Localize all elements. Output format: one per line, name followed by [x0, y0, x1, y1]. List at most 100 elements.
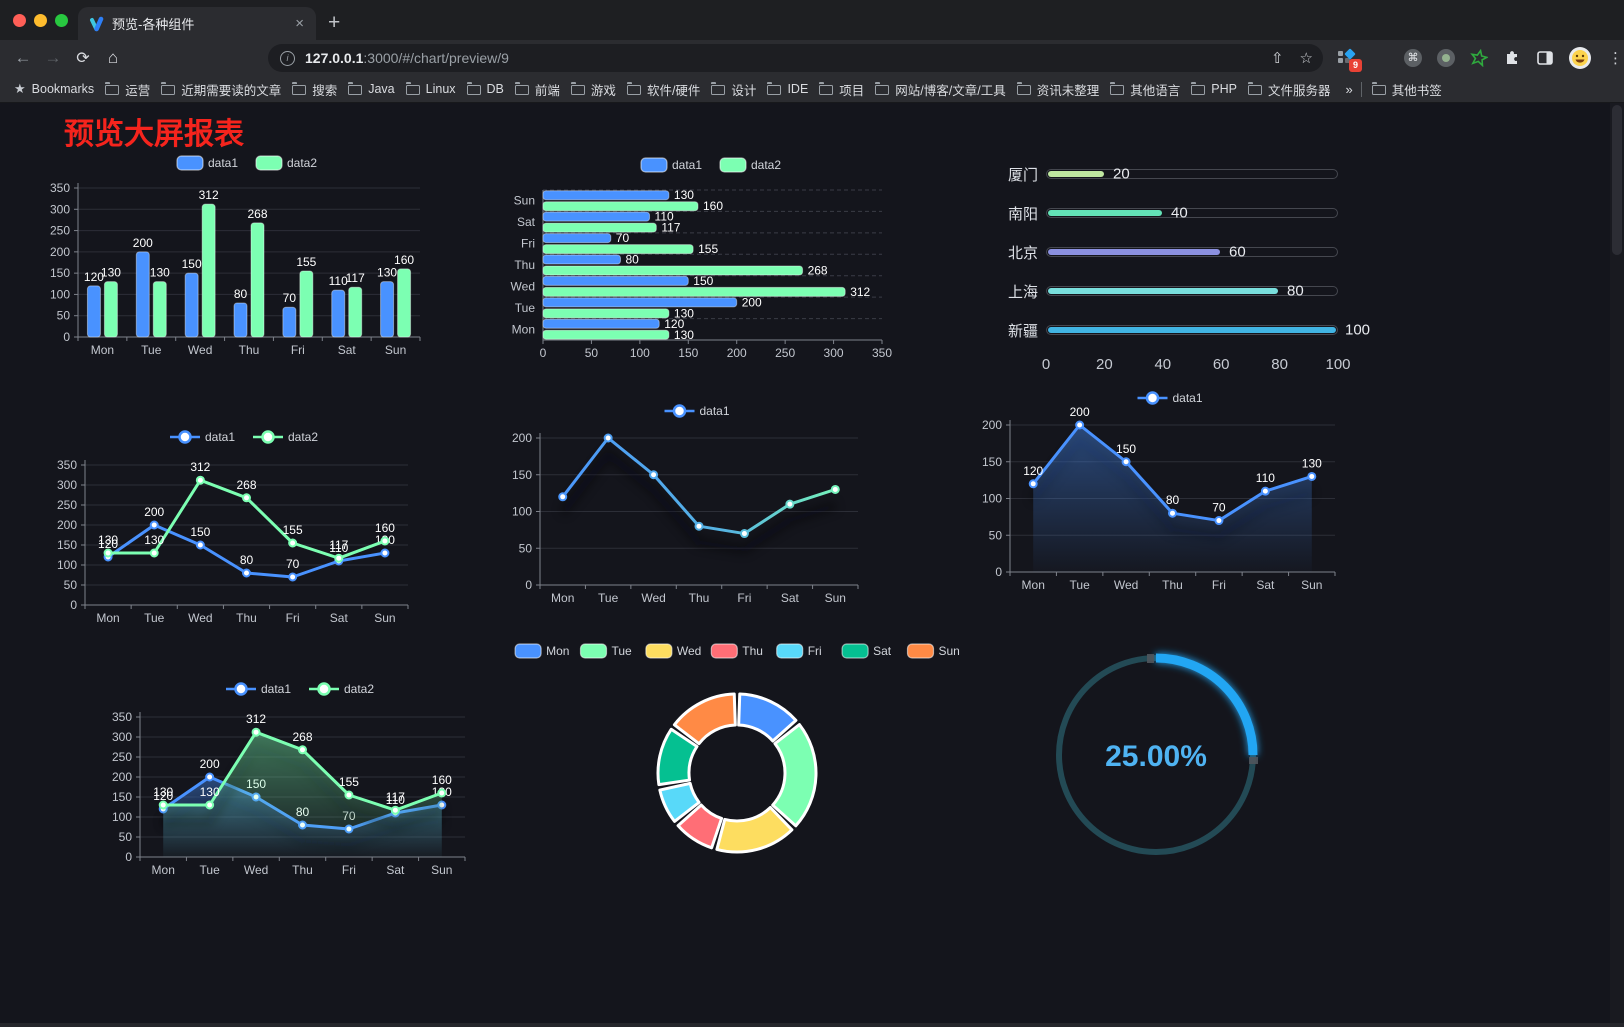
browser-menu-icon[interactable]: ⋮: [1608, 50, 1623, 67]
window-minimize-button[interactable]: [34, 14, 47, 27]
pie-segment-Sat[interactable]: [656, 727, 699, 787]
bar-data2-Sat[interactable]: [348, 286, 363, 338]
data-point-data2-Mon[interactable]: [158, 800, 168, 810]
forward-icon[interactable]: →: [44, 48, 62, 67]
legend-item-data1[interactable]: data1: [664, 404, 730, 418]
hbar-data2-Fri[interactable]: [542, 244, 694, 255]
address-bar[interactable]: i 127.0.0.1:3000/#/chart/preview/9 ⇧ ☆: [268, 44, 1323, 72]
data-point-data1-Fri[interactable]: [739, 529, 749, 539]
page-scrollbar[interactable]: [1610, 103, 1624, 1027]
share-icon[interactable]: ⇧: [1270, 50, 1284, 67]
data-point-data1-Wed[interactable]: [1121, 457, 1131, 467]
hbar-data1-Tue[interactable]: [542, 297, 738, 308]
bar-data2-Tue[interactable]: [152, 281, 167, 338]
hbar-data2-Sat[interactable]: [542, 222, 657, 233]
profile-avatar[interactable]: [1569, 47, 1591, 69]
back-icon[interactable]: ←: [14, 48, 32, 67]
data-point-data2-Wed[interactable]: [195, 475, 205, 485]
data-point-data2-Fri[interactable]: [344, 790, 354, 800]
progress-track[interactable]: 60: [1046, 244, 1338, 261]
bookmark-folder[interactable]: 近期需要读的文章: [161, 80, 281, 99]
data-point-data1-Tue[interactable]: [1075, 420, 1085, 430]
data-point-data2-Sat[interactable]: [390, 805, 400, 815]
hbar-data1-Sun[interactable]: [542, 190, 670, 201]
bookmark-folder[interactable]: PHP: [1191, 82, 1237, 96]
data-point-data1-Sat[interactable]: [785, 499, 795, 509]
data-point-data2-Thu[interactable]: [242, 493, 251, 503]
legend-item-Fri[interactable]: Fri: [776, 643, 822, 659]
data-point-data1-Mon[interactable]: [1028, 479, 1038, 489]
bookmark-folder[interactable]: 资讯未整理: [1016, 80, 1099, 99]
bookmark-folder[interactable]: Java: [348, 82, 395, 96]
bar-data1-Sun[interactable]: [380, 281, 395, 338]
bookmark-folder[interactable]: 运营: [105, 80, 150, 99]
bar-data2-Wed[interactable]: [201, 203, 216, 338]
legend-item-data2[interactable]: data2: [255, 155, 317, 171]
hbar-data2-Sun[interactable]: [542, 201, 699, 212]
gem-extension-icon[interactable]: [1371, 49, 1389, 67]
data-point-data1-Mon[interactable]: [558, 492, 568, 502]
bookmark-folder[interactable]: 其他语言: [1110, 80, 1180, 99]
hbar-data1-Thu[interactable]: [542, 254, 621, 265]
progress-track[interactable]: 80: [1046, 283, 1338, 300]
bookmark-folder[interactable]: 搜索: [292, 80, 337, 99]
hbar-data1-Fri[interactable]: [542, 233, 612, 244]
data-point-data2-Wed[interactable]: [251, 727, 261, 737]
legend-item-data2[interactable]: data2: [253, 430, 318, 444]
bar-data2-Mon[interactable]: [103, 281, 118, 338]
recorder-extension-icon[interactable]: [1437, 49, 1455, 67]
hbar-data1-Mon[interactable]: [542, 318, 660, 329]
pie-segment-Fri[interactable]: [658, 781, 701, 823]
other-bookmarks-folder[interactable]: 其他书签: [1371, 80, 1442, 99]
legend-item-data1[interactable]: data1: [1137, 391, 1203, 405]
legend-item-Wed[interactable]: Wed: [645, 643, 701, 659]
bookmark-folder[interactable]: DB: [466, 82, 504, 96]
data-point-data1-Wed[interactable]: [195, 540, 205, 550]
data-point-data1-Sun[interactable]: [1307, 471, 1317, 481]
hbar-data2-Mon[interactable]: [542, 329, 670, 340]
hbar-data1-Wed[interactable]: [542, 275, 689, 286]
bookmarks-manager[interactable]: ★ Bookmarks: [14, 81, 95, 96]
progress-track[interactable]: 20: [1046, 166, 1338, 183]
progress-track[interactable]: 40: [1046, 205, 1338, 222]
legend-item-data1[interactable]: data1: [226, 682, 291, 696]
new-tab-button[interactable]: +: [328, 11, 341, 34]
data-point-data1-Fri[interactable]: [288, 572, 298, 582]
data-point-data1-Thu[interactable]: [242, 568, 251, 578]
data-point-data2-Tue[interactable]: [205, 800, 215, 810]
bookmark-folder[interactable]: 网站/博客/文章/工具: [875, 80, 1006, 99]
green-star-extension-icon[interactable]: [1470, 49, 1488, 67]
data-point-data1-Thu[interactable]: [694, 521, 704, 531]
pie-segment-Sun[interactable]: [672, 692, 737, 746]
window-close-button[interactable]: [13, 14, 26, 27]
bar-data1-Sat[interactable]: [331, 289, 346, 338]
legend-item-Sat[interactable]: Sat: [841, 643, 892, 659]
pie-segment-Tue[interactable]: [771, 723, 818, 828]
bookmark-folder[interactable]: 前端: [514, 80, 560, 99]
bookmark-folder[interactable]: IDE: [767, 82, 808, 96]
bookmark-folder[interactable]: Linux: [405, 82, 456, 96]
bar-data1-Wed[interactable]: [184, 272, 199, 338]
data-point-data1-Wed[interactable]: [649, 470, 659, 480]
bookmark-folder[interactable]: 游戏: [570, 80, 616, 99]
bookmark-folder[interactable]: 软件/硬件: [626, 80, 700, 99]
bar-data1-Thu[interactable]: [233, 302, 248, 338]
legend-item-Mon[interactable]: Mon: [514, 643, 569, 659]
hbar-data2-Wed[interactable]: [542, 286, 846, 297]
data-point-data1-Tue[interactable]: [149, 520, 159, 530]
extensions-puzzle-icon[interactable]: [1503, 49, 1521, 67]
pie-segment-Thu[interactable]: [676, 803, 724, 850]
bookmark-folder[interactable]: 设计: [711, 80, 756, 99]
site-info-icon[interactable]: i: [280, 50, 295, 66]
legend-item-data1[interactable]: data1: [640, 157, 702, 173]
legend-item-data1[interactable]: data1: [170, 430, 235, 444]
legend-item-data1[interactable]: data1: [176, 155, 238, 171]
data-point-data1-Fri[interactable]: [1214, 516, 1224, 526]
data-point-data2-Thu[interactable]: [298, 745, 307, 755]
progress-track[interactable]: 100: [1046, 322, 1370, 339]
data-point-data2-Sun[interactable]: [437, 788, 447, 798]
legend-item-Sun[interactable]: Sun: [906, 643, 960, 659]
data-point-data1-Sat[interactable]: [1260, 486, 1270, 496]
bar-data2-Fri[interactable]: [299, 270, 314, 338]
hbar-data2-Tue[interactable]: [542, 308, 670, 319]
